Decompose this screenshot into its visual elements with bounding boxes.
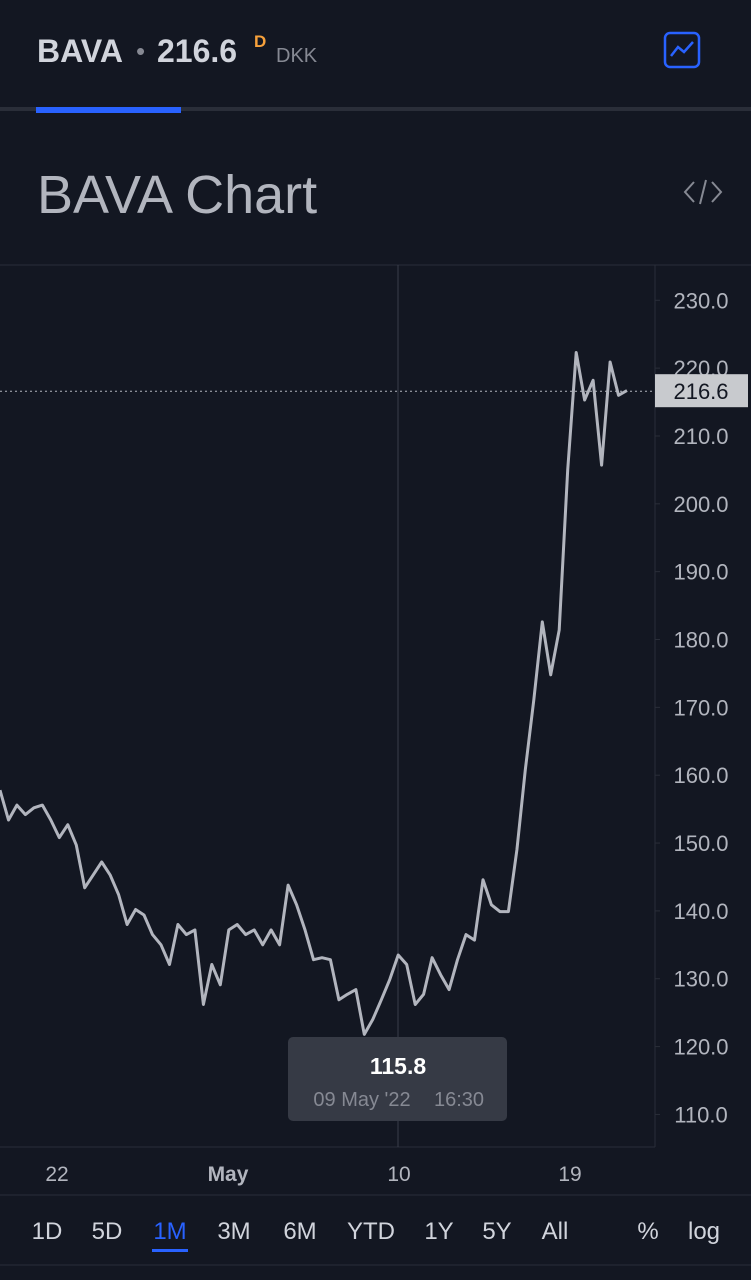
option-button[interactable]: log — [688, 1218, 720, 1245]
x-tick-label: May — [208, 1163, 249, 1186]
tab-divider — [0, 107, 751, 111]
tooltip-value: 115.8 — [370, 1053, 426, 1079]
range-button[interactable]: 5D — [92, 1218, 123, 1245]
y-tick-label: 210.0 — [673, 424, 728, 449]
x-tick-label: 19 — [558, 1163, 581, 1186]
y-tick-label: 160.0 — [673, 763, 728, 788]
currency: DKK — [276, 45, 318, 67]
chart-title: BAVA Chart — [37, 165, 317, 225]
y-tick-label: 110.0 — [674, 1102, 727, 1127]
chart-icon-line — [670, 41, 694, 57]
y-tick-label: 200.0 — [673, 492, 728, 517]
last-price-label: 216.6 — [673, 379, 728, 404]
y-tick-label: 230.0 — [673, 288, 728, 313]
y-tick-label: 170.0 — [673, 695, 728, 720]
tooltip-time: 16:30 — [434, 1089, 484, 1111]
x-tick-label: 10 — [387, 1163, 410, 1186]
range-button[interactable]: All — [542, 1218, 569, 1245]
separator: • — [136, 36, 145, 66]
price-flag: D — [254, 32, 266, 51]
range-button[interactable]: 1D — [32, 1218, 63, 1245]
tooltip-date: 09 May '22 — [313, 1089, 410, 1111]
y-tick-label: 150.0 — [673, 831, 728, 856]
last-price-box — [655, 374, 748, 408]
range-button[interactable]: 1Y — [424, 1218, 453, 1245]
price-line — [0, 351, 628, 1036]
tab-indicator — [36, 107, 181, 113]
range-button[interactable]: 1M — [153, 1218, 186, 1245]
range-button[interactable]: 6M — [283, 1218, 316, 1245]
y-tick-label: 180.0 — [673, 628, 728, 653]
chart-button[interactable] — [663, 31, 701, 69]
price: 216.6 — [157, 33, 237, 69]
range-button[interactable]: YTD — [347, 1218, 395, 1245]
embed-icon[interactable] — [683, 179, 723, 205]
y-tick-label: 190.0 — [673, 560, 728, 585]
range-indicator — [152, 1249, 188, 1252]
symbol: BAVA — [37, 33, 123, 69]
chart-icon-frame — [663, 31, 701, 69]
range-button[interactable]: 3M — [217, 1218, 250, 1245]
x-tick-label: 22 — [45, 1163, 68, 1186]
y-tick-label: 120.0 — [673, 1035, 728, 1060]
option-button[interactable]: % — [637, 1218, 658, 1245]
range-button[interactable]: 5Y — [482, 1218, 511, 1245]
tooltip-box — [288, 1037, 507, 1121]
y-tick-label: 140.0 — [673, 899, 728, 924]
y-tick-label: 130.0 — [673, 967, 728, 992]
